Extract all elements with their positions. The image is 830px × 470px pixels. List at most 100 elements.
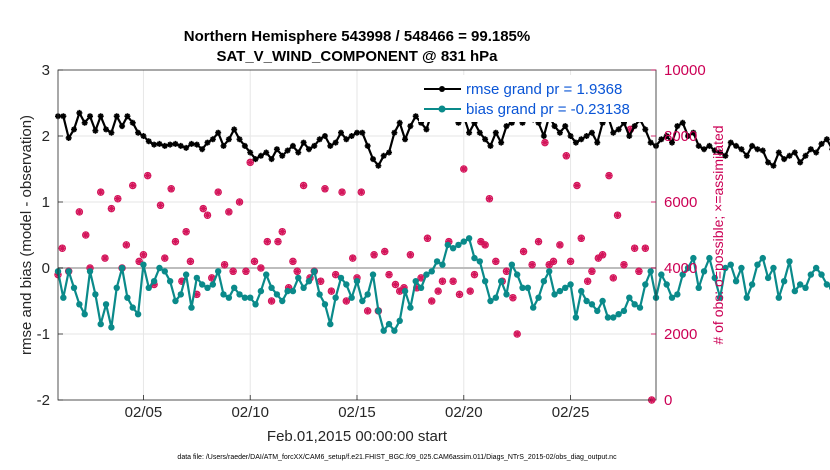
bias-point	[124, 294, 131, 301]
obs-assimilated-marker	[353, 274, 361, 282]
rmse-point	[551, 123, 558, 130]
obs-assimilated-marker	[556, 241, 564, 249]
rmse-point	[738, 146, 745, 153]
rmse-point	[236, 136, 243, 143]
y-axis-label: rmse and bias (model - observation)	[18, 115, 35, 355]
obs-assimilated-marker	[609, 274, 617, 282]
rmse-point	[498, 139, 505, 146]
bias-point	[658, 271, 665, 278]
rmse-point	[690, 129, 697, 136]
bias-point	[615, 311, 622, 318]
bias-point	[727, 261, 734, 268]
obs-count-marker	[513, 330, 521, 338]
x-tick-label: 02/15	[338, 404, 376, 421]
obs-count-marker	[143, 171, 152, 180]
x-tick-label: 02/05	[125, 404, 163, 421]
bias-point	[428, 268, 435, 275]
obs-assimilated-marker	[178, 277, 186, 285]
bias-point	[476, 258, 484, 265]
obs-assimilated-marker	[229, 267, 237, 275]
bias-point	[529, 304, 537, 311]
bias-point	[198, 281, 206, 288]
rmse-point	[119, 123, 126, 130]
obs-assimilated-marker	[214, 188, 222, 196]
rmse-point	[711, 147, 718, 154]
obs-count-marker	[274, 237, 282, 246]
rmse-point	[567, 133, 574, 139]
bias-point	[503, 291, 510, 298]
bias-point	[86, 268, 94, 275]
bias-point	[465, 235, 473, 242]
obs-assimilated-marker	[541, 139, 549, 146]
y-right-tick-label: 10000	[664, 62, 706, 79]
rmse-point	[583, 133, 590, 139]
rmse-point	[770, 162, 777, 169]
bias-point	[369, 271, 377, 278]
rmse-point	[775, 149, 782, 156]
rmse-point	[535, 119, 542, 126]
obs-assimilated-marker	[107, 205, 115, 212]
bias-point	[759, 254, 766, 262]
rmse-point	[540, 133, 547, 139]
rmse-point	[177, 142, 184, 149]
rmse-point	[268, 156, 275, 163]
rmse-point	[71, 126, 78, 133]
rmse-point	[503, 123, 510, 130]
rmse-point	[727, 139, 734, 146]
obs-assimilated-marker	[332, 271, 340, 278]
bias-point	[812, 264, 820, 272]
obs-count-marker	[278, 227, 286, 236]
bias-point	[599, 297, 606, 305]
rmse-point	[183, 144, 190, 151]
bias-point	[700, 268, 708, 275]
rmse-point	[658, 136, 665, 143]
bias-point	[305, 278, 313, 285]
rmse-point	[279, 152, 286, 159]
bias-point	[247, 294, 254, 301]
obs-count-marker	[534, 237, 543, 246]
obs-assimilated-marker	[225, 208, 233, 216]
bias-point	[764, 274, 772, 282]
rmse-point	[818, 140, 825, 147]
rmse-point	[97, 113, 104, 120]
bias-point	[562, 284, 569, 291]
bias-point	[273, 291, 281, 298]
obs-assimilated-marker	[182, 228, 190, 236]
bias-point	[182, 271, 190, 278]
rmse-point	[199, 146, 206, 153]
obs-count-marker	[327, 287, 336, 295]
bias-point	[263, 271, 270, 278]
bias-point	[668, 294, 676, 301]
y-right-tick-label: 8000	[664, 128, 697, 145]
rmse-point	[204, 139, 211, 146]
bias-point	[540, 278, 548, 285]
bias-point	[417, 284, 425, 291]
obs-assimilated-marker	[471, 271, 478, 278]
bias-point	[401, 287, 409, 295]
obs-count-marker	[214, 188, 222, 196]
obs-count-marker	[455, 290, 464, 299]
rmse-point	[487, 142, 494, 149]
bias-point	[193, 274, 201, 282]
rmse-point	[231, 126, 238, 133]
obs-count-marker	[438, 277, 447, 285]
obs-count-marker	[427, 297, 436, 305]
obs-count-marker	[434, 287, 442, 295]
obs-count-marker	[613, 211, 622, 219]
rmse-point	[124, 113, 131, 120]
obs-assimilated-marker	[129, 182, 137, 189]
obs-assimilated-marker	[562, 152, 570, 160]
obs-assimilated-marker	[342, 297, 350, 305]
bias-point	[583, 297, 590, 305]
obs-assimilated-marker	[631, 244, 639, 252]
bias-point	[636, 304, 644, 311]
rmse-point	[172, 140, 179, 147]
obs-assimilated-marker	[327, 287, 335, 295]
rmse-point	[733, 142, 740, 149]
obs-assimilated-marker	[140, 251, 147, 259]
obs-assimilated-marker	[317, 277, 325, 285]
bias-point	[81, 311, 88, 318]
rmse-point	[140, 133, 147, 139]
obs-count-marker	[449, 277, 457, 285]
y-right-tick-label: 2000	[664, 326, 697, 343]
